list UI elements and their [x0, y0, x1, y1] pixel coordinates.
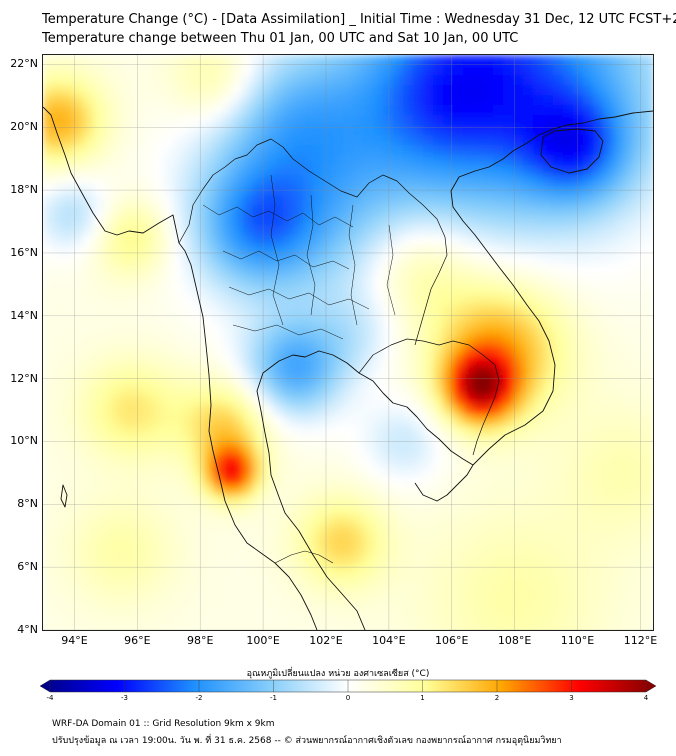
border-cambodia	[358, 338, 500, 456]
map-canvas	[43, 55, 653, 630]
colorbar-tick-label: 3	[569, 694, 574, 702]
coastlines-and-borders	[43, 106, 653, 630]
lat-label: 22°N	[10, 57, 38, 71]
lon-label: 110°E	[560, 634, 595, 647]
lon-label: 106°E	[435, 634, 469, 647]
colorbar-tick-label: 2	[494, 694, 500, 702]
coastline-vietnam	[450, 110, 653, 466]
lat-label: 20°N	[10, 120, 38, 134]
border-thailand-myanmar	[178, 138, 294, 244]
lon-label: 108°E	[497, 634, 532, 647]
temperature-field	[43, 55, 653, 630]
coastline-west	[43, 106, 318, 630]
lat-label: 14°N	[10, 308, 38, 322]
footer-credit: ปรับปรุงข้อมูล ณ เวลา 19:00น. วัน พ. ที่…	[52, 736, 562, 746]
colorbar-tick-label: -2	[195, 694, 203, 702]
footer-model-info: WRF-DA Domain 01 :: Grid Resolution 9km …	[52, 719, 275, 729]
lon-label: 98°E	[186, 634, 214, 647]
lat-label: 12°N	[10, 371, 38, 385]
border-laos	[292, 158, 448, 346]
lat-label: 16°N	[10, 245, 38, 259]
lat-lon-gridlines	[43, 55, 653, 630]
lat-label: 18°N	[10, 183, 38, 197]
lat-label: 4°N	[17, 623, 38, 636]
lon-label: 94°E	[61, 634, 88, 647]
lon-label: 104°E	[372, 634, 406, 647]
colorbar	[39, 678, 657, 694]
map-subtitle: Temperature change between Thu 01 Jan, 0…	[42, 31, 519, 46]
border-thai-provinces	[202, 174, 396, 340]
map-title: Temperature Change (°C) - [Data Assimila…	[42, 12, 676, 27]
colorbar-tick-label: -3	[121, 694, 128, 702]
colorbar-tick-label: 4	[643, 694, 649, 702]
colorbar-title: อุณหภูมิเปลี่ยนแปลง หน่วย องศาเซลเซียส (…	[246, 669, 430, 679]
temperature-change-map[interactable]	[42, 54, 654, 631]
lat-label: 8°N	[17, 497, 38, 511]
lat-label: 10°N	[10, 434, 38, 448]
colorbar-tick-label: 0	[345, 694, 351, 702]
lon-label: 112°E	[623, 634, 658, 647]
lat-label: 6°N	[17, 560, 38, 574]
colorbar-tick-label: -4	[46, 694, 54, 702]
island-andaman	[60, 484, 68, 508]
lon-label: 96°E	[124, 634, 151, 647]
colorbar-tick-label: 1	[420, 694, 425, 702]
island-hainan	[540, 128, 604, 174]
lon-label: 100°E	[246, 634, 280, 647]
colorbar-tick-label: -1	[270, 694, 277, 702]
border-malaysia	[274, 550, 334, 564]
lon-label: 102°E	[309, 634, 343, 647]
